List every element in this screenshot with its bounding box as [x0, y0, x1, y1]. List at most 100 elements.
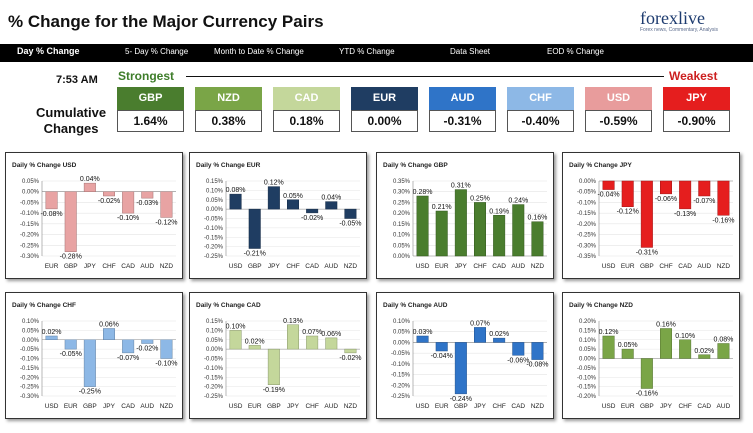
- nav-bar: Day % Change 5- Day % Change Month to Da…: [0, 44, 753, 62]
- y-tick-label: 0.00%: [22, 338, 40, 344]
- data-label: -0.21%: [244, 251, 266, 258]
- currency-value: 1.64%: [117, 110, 184, 132]
- y-tick-label: 0.15%: [206, 319, 224, 325]
- data-label: 0.05%: [283, 193, 303, 200]
- currency-card-cad[interactable]: CAD 0.18%: [273, 87, 340, 133]
- chart-panel-jpy: Daily % Change JPY 0.00% -0.05% -0.10% -0.15…: [562, 152, 740, 279]
- y-tick-label: 0.25%: [393, 200, 411, 206]
- bar-nzd: [344, 208, 357, 219]
- tab-day-change[interactable]: Day % Change: [17, 46, 80, 56]
- y-tick-label: 0.10%: [579, 338, 597, 344]
- data-label: 0.25%: [470, 195, 490, 202]
- y-tick-label: 0.10%: [206, 328, 224, 334]
- tab-month-to-date-change[interactable]: Month to Date % Change: [214, 47, 304, 56]
- x-tick-label: EUR: [45, 263, 59, 270]
- x-tick-label: CHF: [473, 263, 486, 270]
- data-label: -0.04%: [431, 353, 453, 360]
- weakest-label: Weakest: [669, 69, 718, 83]
- y-tick-label: 0.00%: [206, 347, 224, 353]
- y-tick-label: 0.05%: [22, 179, 40, 185]
- data-label: 0.02%: [42, 329, 62, 336]
- x-tick-label: NZD: [717, 263, 731, 270]
- x-tick-label: USD: [416, 263, 430, 270]
- currency-code: USD: [585, 87, 652, 110]
- currency-card-aud[interactable]: AUD -0.31%: [429, 87, 496, 133]
- data-label: -0.06%: [507, 357, 529, 364]
- data-label: 0.28%: [413, 189, 433, 196]
- x-tick-label: JPY: [455, 263, 468, 270]
- data-label: -0.19%: [263, 387, 285, 394]
- currency-card-gbp[interactable]: GBP 1.64%: [117, 87, 184, 133]
- data-label: -0.08%: [526, 362, 548, 369]
- x-tick-label: GBP: [248, 263, 262, 270]
- bar-eur: [435, 342, 448, 352]
- tab-ytd-change[interactable]: YTD % Change: [339, 47, 395, 56]
- bar-chf: [306, 335, 319, 350]
- x-tick-label: GBP: [267, 403, 281, 410]
- x-tick-label: NZD: [344, 403, 358, 410]
- currency-card-eur[interactable]: EUR 0.00%: [351, 87, 418, 133]
- x-tick-label: CHF: [286, 263, 299, 270]
- currency-card-nzd[interactable]: NZD 0.38%: [195, 87, 262, 133]
- x-tick-label: AUD: [697, 263, 711, 270]
- x-tick-label: NZD: [531, 263, 545, 270]
- x-tick-label: AUD: [140, 263, 154, 270]
- currency-code: GBP: [117, 87, 184, 110]
- data-label: 0.19%: [489, 208, 509, 215]
- tab-data-sheet[interactable]: Data Sheet: [450, 47, 491, 56]
- bar-eur: [64, 339, 77, 350]
- bar-nzd: [160, 191, 173, 218]
- chf-chart-title: Daily % Change CHF: [12, 302, 76, 309]
- y-tick-label: 0.00%: [393, 340, 411, 346]
- bar-jpy: [454, 189, 467, 257]
- tab-eod-change[interactable]: EOD % Change: [547, 47, 604, 56]
- data-label: 0.08%: [713, 337, 733, 344]
- y-tick-label: -0.05%: [391, 351, 411, 357]
- currency-code: JPY: [663, 87, 730, 110]
- y-tick-label: -0.10%: [391, 362, 411, 368]
- y-tick-label: -0.20%: [204, 245, 224, 251]
- x-tick-label: USD: [416, 403, 430, 410]
- data-label: -0.04%: [597, 192, 619, 199]
- chart-panel-nzd: Daily % Change NZD 0.20% 0.15% 0.10% 0.05% 0.…: [562, 292, 740, 419]
- data-label: 0.16%: [527, 215, 547, 222]
- x-tick-label: GBP: [454, 403, 468, 410]
- y-tick-label: -0.25%: [20, 243, 40, 249]
- tab-5-day-change[interactable]: 5- Day % Change: [125, 47, 189, 56]
- y-tick-label: -0.05%: [20, 347, 40, 353]
- y-tick-label: 0.00%: [206, 207, 224, 213]
- y-tick-label: -0.10%: [20, 211, 40, 217]
- currency-card-chf[interactable]: CHF -0.40%: [507, 87, 574, 133]
- data-label: 0.07%: [302, 329, 322, 336]
- bar-nzd: [531, 221, 544, 257]
- bar-chf: [660, 180, 672, 195]
- data-label: 0.24%: [508, 198, 528, 205]
- y-tick-label: -0.25%: [204, 394, 224, 400]
- bar-cad: [698, 354, 711, 359]
- bar-jpy: [103, 328, 115, 340]
- chf-daily-change-chart: Daily % Change CHF 0.10% 0.05% 0.00% -0.05% -…: [12, 302, 178, 410]
- currency-card-usd[interactable]: USD -0.59%: [585, 87, 652, 133]
- y-tick-label: 0.10%: [393, 319, 411, 325]
- y-tick-label: 0.15%: [206, 179, 224, 185]
- currency-value: -0.90%: [663, 110, 730, 132]
- bar-nzd: [531, 342, 544, 360]
- data-label: 0.13%: [283, 318, 303, 325]
- currency-value: -0.40%: [507, 110, 574, 132]
- logo-subtitle: Forex news, Commentary, Analysis: [640, 27, 718, 33]
- bar-jpy: [660, 328, 672, 359]
- currency-card-jpy[interactable]: JPY -0.90%: [663, 87, 730, 133]
- bar-cad: [122, 191, 135, 214]
- x-tick-label: GBP: [640, 403, 654, 410]
- currency-value: -0.59%: [585, 110, 652, 132]
- data-label: -0.16%: [712, 217, 734, 224]
- data-label: 0.06%: [99, 322, 119, 329]
- data-label: 0.06%: [321, 331, 341, 338]
- strongest-label: Strongest: [118, 69, 175, 83]
- y-tick-label: -0.15%: [204, 235, 224, 241]
- forexlive-logo[interactable]: forexlive Forex news, Commentary, Analys…: [640, 8, 732, 38]
- y-tick-label: -0.15%: [577, 385, 597, 391]
- x-tick-label: GBP: [640, 263, 654, 270]
- x-tick-label: EUR: [621, 403, 635, 410]
- data-label: 0.31%: [451, 183, 471, 190]
